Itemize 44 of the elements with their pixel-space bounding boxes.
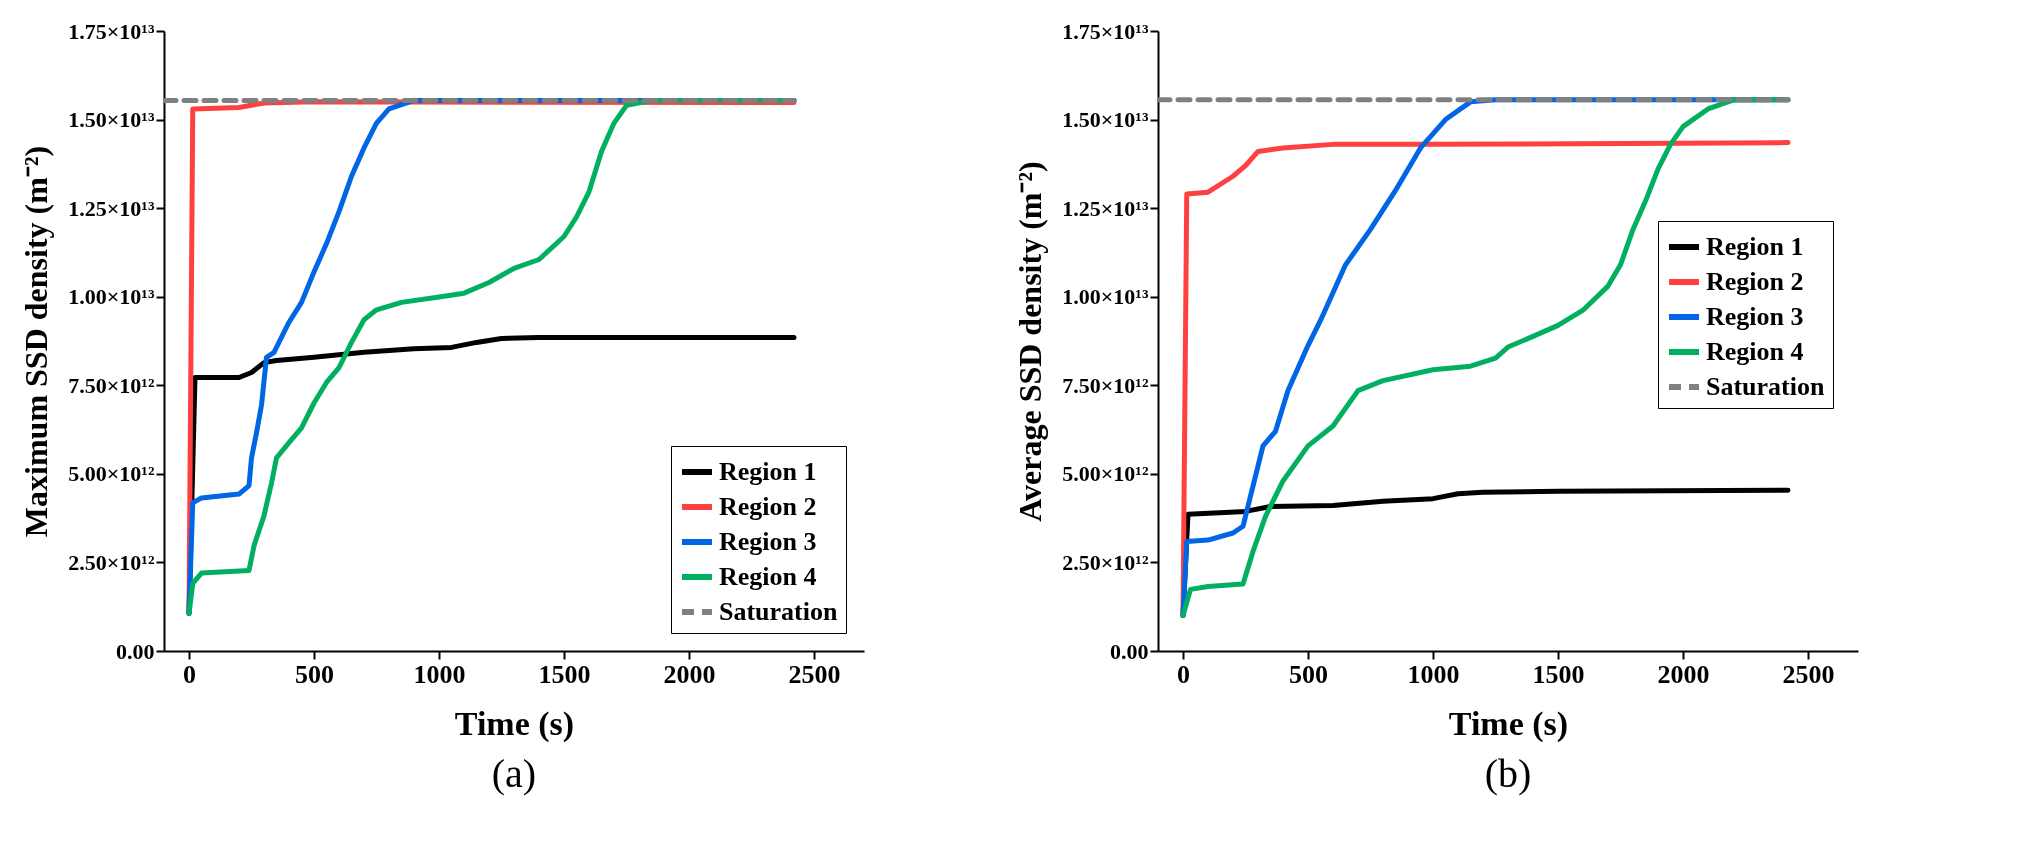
legend-label: Saturation (1706, 372, 1825, 401)
x-axis-title: Time (s) (454, 704, 575, 743)
x-tick-label: 1000 (413, 659, 466, 689)
y-tick-label: 1.50×10¹³ (1062, 107, 1149, 133)
x-tick-label: 0 (1177, 659, 1190, 689)
x-tick-label: 1500 (538, 659, 591, 689)
y-tick-label: 5.00×10¹² (1062, 461, 1149, 487)
legend-label: Region 2 (1706, 267, 1804, 296)
y-tick-label: 1.25×10¹³ (68, 195, 155, 221)
y-tick-label: 1.00×10¹³ (68, 284, 155, 310)
legend-label: Region 1 (719, 457, 817, 486)
x-tick-label: 0 (183, 659, 196, 689)
x-tick-label: 2000 (663, 659, 716, 689)
legend-label: Saturation (719, 597, 838, 626)
text: (b) (1484, 751, 1532, 796)
legend-label: Region 2 (719, 492, 817, 521)
legend-label: Region 1 (1706, 232, 1804, 261)
y-axis-title: Maximum SSD density (m⁻²) (18, 145, 55, 538)
x-tick-label: 2500 (788, 659, 841, 689)
x-tick-label: 1500 (1532, 659, 1585, 689)
y-tick-label: 1.75×10¹³ (1062, 18, 1149, 44)
x-tick-label: 500 (295, 659, 334, 689)
y-tick-label: 2.50×10¹² (1062, 549, 1149, 575)
y-tick-label: 1.75×10¹³ (68, 18, 155, 44)
legend-label: Region 3 (1706, 302, 1804, 331)
y-tick-label: 5.00×10¹² (68, 461, 155, 487)
y-axis-title: Average SSD density (m⁻²) (1012, 161, 1049, 522)
x-tick-label: 500 (1289, 659, 1328, 689)
y-tick-label: 1.50×10¹³ (68, 107, 155, 133)
y-tick-label: 0.00 (1110, 638, 1149, 664)
x-tick-label: 1000 (1407, 659, 1460, 689)
y-tick-label: 0.00 (116, 638, 155, 664)
legend-label: Region 4 (719, 562, 817, 591)
legend-label: Region 4 (1706, 337, 1804, 366)
legend-label: Region 3 (719, 527, 817, 556)
x-axis-title: Time (s) (1448, 704, 1569, 743)
x-tick-label: 2000 (1657, 659, 1710, 689)
text: (a) (491, 751, 537, 796)
y-tick-label: 1.00×10¹³ (1062, 284, 1149, 310)
y-tick-label: 7.50×10¹² (68, 372, 155, 398)
y-tick-label: 2.50×10¹² (68, 549, 155, 575)
y-tick-label: 1.25×10¹³ (1062, 195, 1149, 221)
y-tick-label: 7.50×10¹² (1062, 372, 1149, 398)
x-tick-label: 2500 (1782, 659, 1835, 689)
